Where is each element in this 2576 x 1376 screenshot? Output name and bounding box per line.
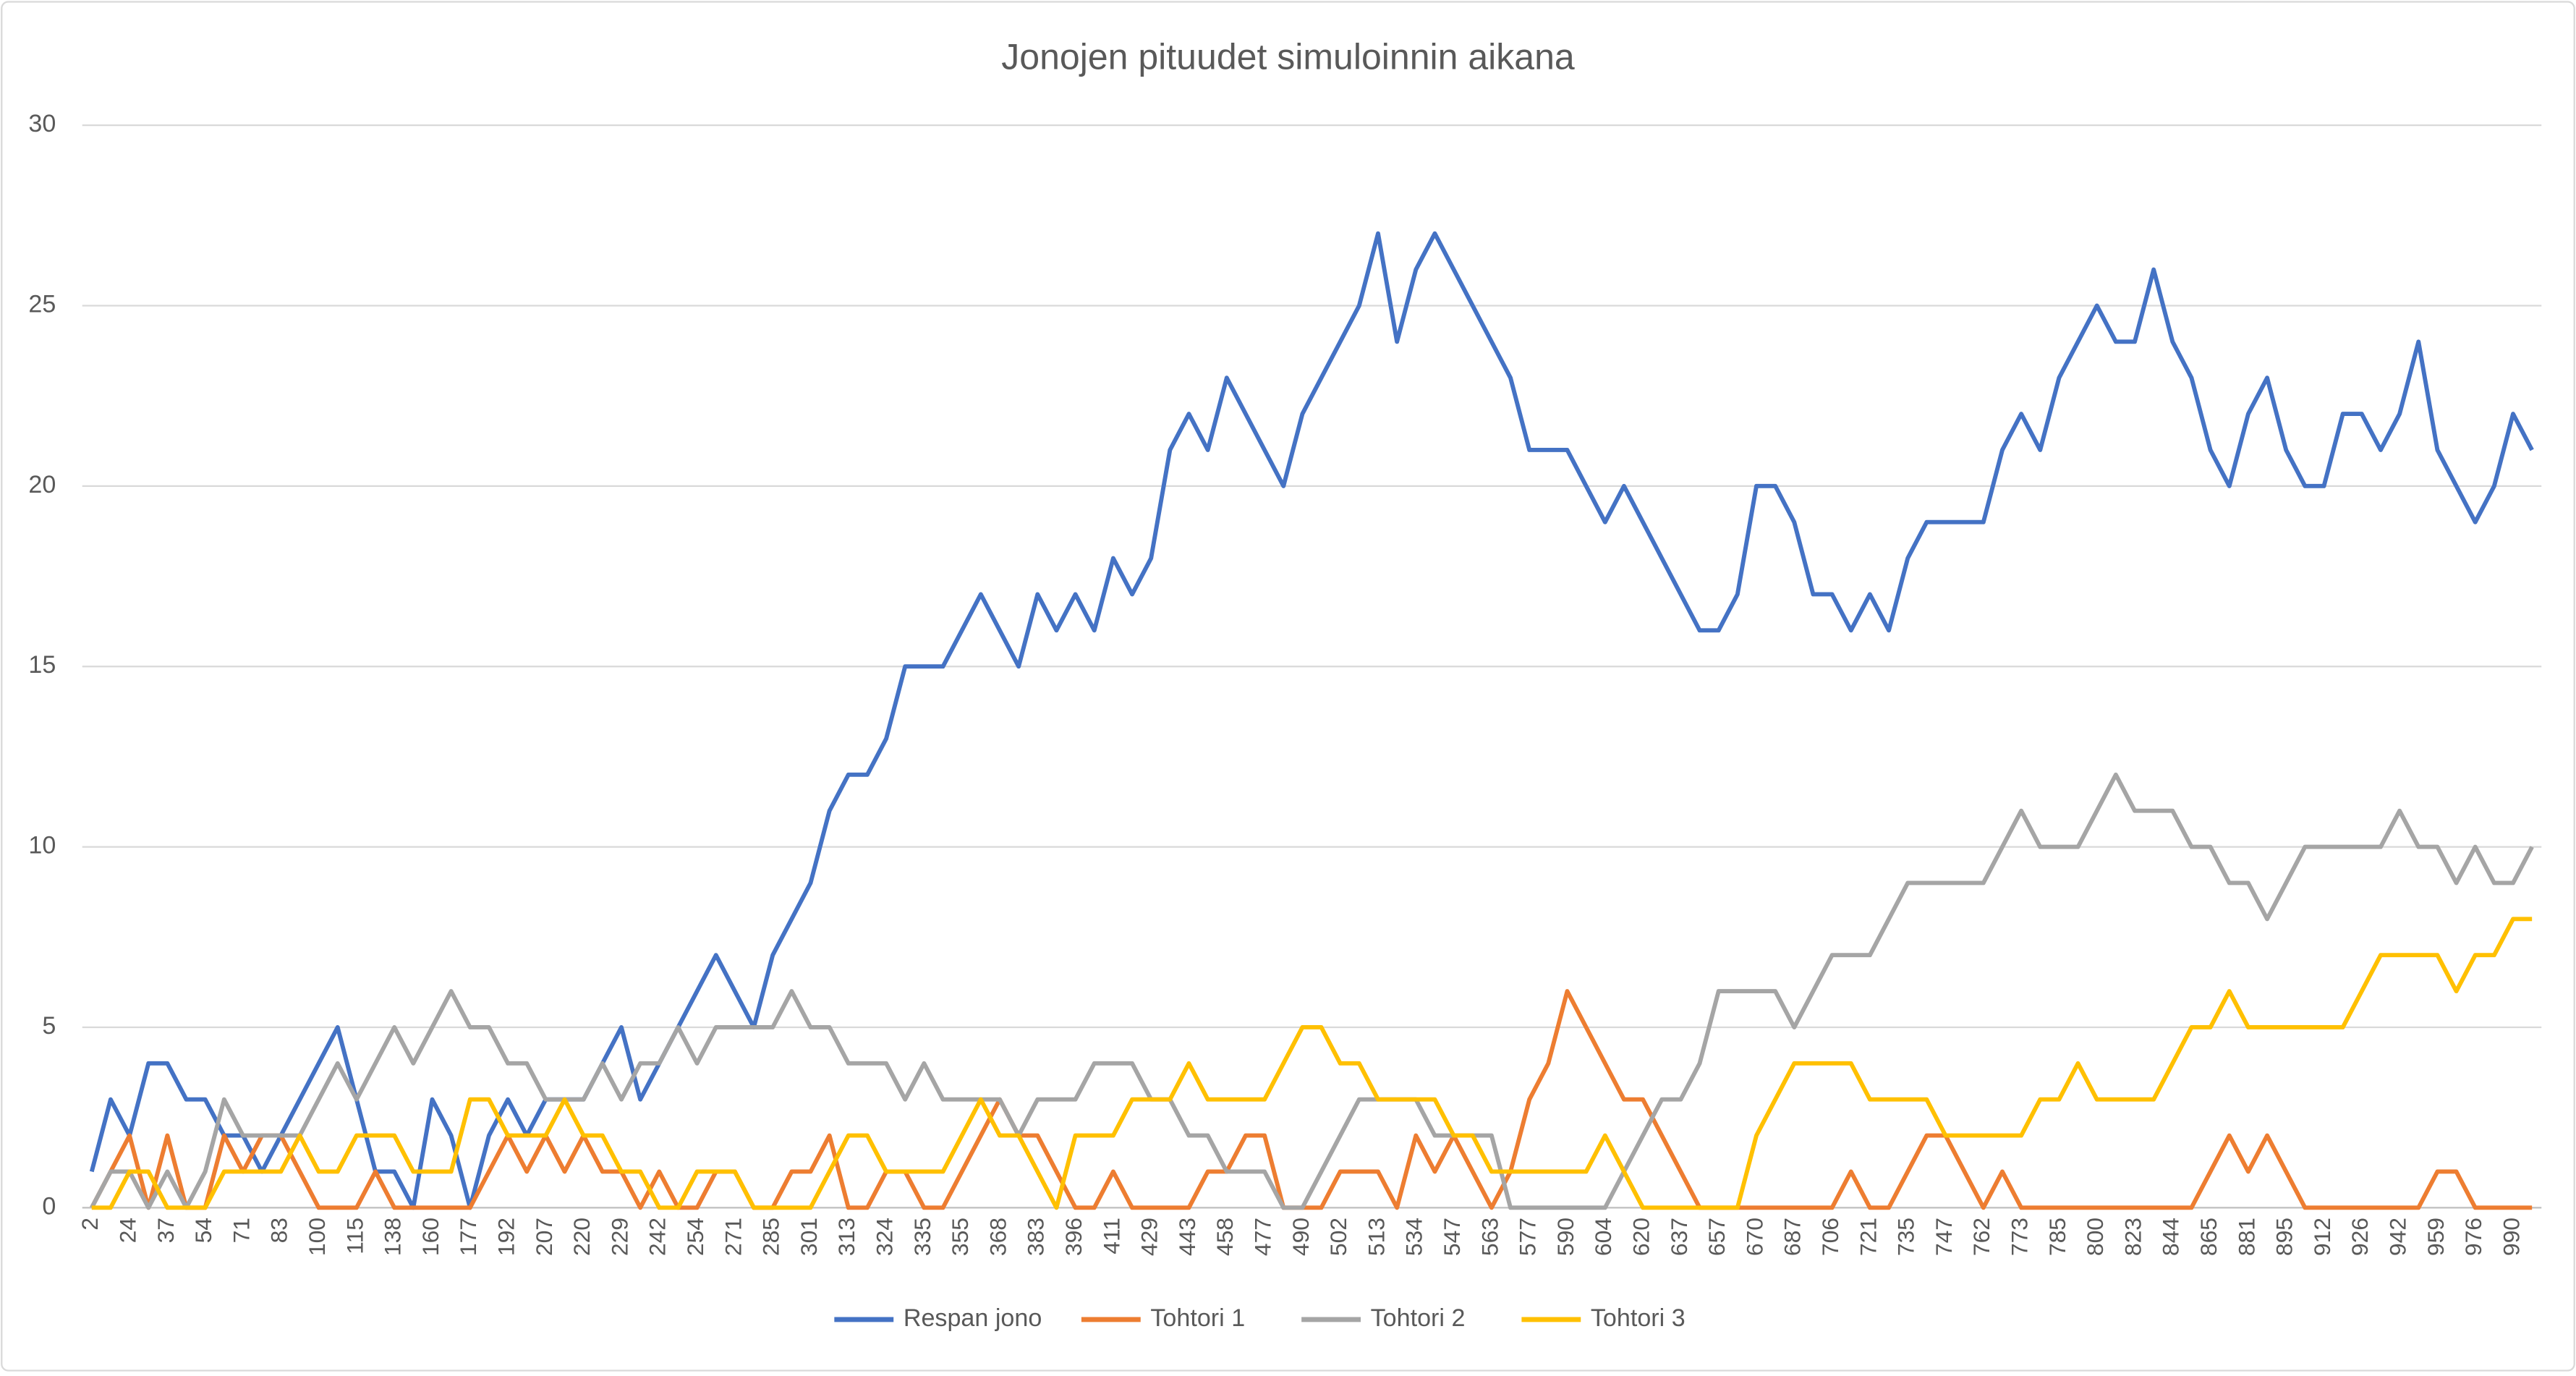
x-tick-label: 383 — [1023, 1218, 1049, 1256]
legend-item: Respan jono — [834, 1304, 1042, 1332]
x-tick-label: 976 — [2460, 1218, 2486, 1256]
x-tick-label: 800 — [2082, 1218, 2108, 1256]
x-tick-label: 335 — [909, 1218, 935, 1256]
y-tick-label: 10 — [28, 832, 56, 859]
x-tick-label: 563 — [1476, 1218, 1502, 1256]
x-tick-label: 477 — [1250, 1218, 1276, 1256]
x-tick-label: 160 — [417, 1218, 443, 1256]
x-tick-label: 138 — [380, 1218, 406, 1256]
x-tick-label: 865 — [2195, 1218, 2222, 1256]
x-tick-label: 254 — [682, 1218, 708, 1256]
legend-label: Tohtori 1 — [1150, 1304, 1245, 1332]
x-tick-label: 301 — [796, 1218, 822, 1256]
x-tick-label: 721 — [1855, 1218, 1881, 1256]
x-tick-label: 324 — [871, 1218, 897, 1256]
x-tick-label: 657 — [1704, 1218, 1730, 1256]
x-tick-label: 285 — [758, 1218, 784, 1256]
x-tick-label: 83 — [266, 1218, 292, 1243]
x-tick-label: 100 — [304, 1218, 330, 1256]
y-tick-label: 25 — [28, 290, 56, 318]
x-tick-label: 577 — [1515, 1218, 1541, 1256]
x-tick-label: 959 — [2423, 1218, 2449, 1256]
legend-item: Tohtori 3 — [1521, 1304, 1686, 1332]
x-tick-label: 513 — [1363, 1218, 1389, 1256]
x-tick-label: 271 — [720, 1218, 746, 1256]
y-tick-label: 30 — [28, 110, 56, 137]
x-tick-label: 24 — [114, 1218, 140, 1243]
x-tick-label: 881 — [2233, 1218, 2259, 1256]
series-line — [90, 989, 2533, 1210]
x-tick-label: 54 — [190, 1218, 216, 1243]
legend-label: Tohtori 2 — [1371, 1304, 1466, 1332]
x-tick-label: 396 — [1060, 1218, 1087, 1256]
x-tick-label: 604 — [1590, 1218, 1616, 1256]
x-tick-label: 926 — [2347, 1218, 2373, 1256]
legend-label: Respan jono — [904, 1304, 1042, 1332]
x-tick-label: 313 — [833, 1218, 859, 1256]
x-tick-label: 207 — [531, 1218, 557, 1256]
x-tick-label: 490 — [1288, 1218, 1314, 1256]
legend-item: Tohtori 2 — [1301, 1304, 1465, 1332]
chart-title: Jonojen pituudet simuloinnin aikana — [1001, 36, 1575, 77]
x-tick-label: 706 — [1817, 1218, 1843, 1256]
series-line — [90, 772, 2534, 1210]
x-tick-label: 844 — [2158, 1218, 2184, 1256]
x-tick-label: 115 — [341, 1218, 367, 1254]
x-tick-label: 534 — [1401, 1218, 1427, 1256]
x-tick-label: 458 — [1212, 1218, 1238, 1256]
series-line — [91, 917, 2533, 1210]
x-tick-label: 942 — [2385, 1218, 2411, 1256]
x-tick-label: 429 — [1136, 1218, 1162, 1256]
y-tick-label: 15 — [28, 651, 56, 679]
x-tick-label: 177 — [455, 1218, 481, 1256]
x-tick-label: 895 — [2271, 1218, 2297, 1256]
x-tick-label: 670 — [1741, 1218, 1767, 1256]
x-tick-label: 229 — [606, 1218, 632, 1256]
x-tick-label: 747 — [1931, 1218, 1957, 1256]
x-tick-label: 687 — [1780, 1218, 1806, 1256]
legend-item: Tohtori 1 — [1081, 1304, 1245, 1332]
x-tick-label: 590 — [1552, 1218, 1578, 1256]
x-tick-label: 735 — [1893, 1218, 1919, 1256]
x-tick-label: 547 — [1439, 1218, 1465, 1256]
x-tick-label: 912 — [2309, 1218, 2335, 1256]
x-tick-label: 990 — [2498, 1218, 2524, 1256]
x-tick-label: 71 — [228, 1218, 254, 1243]
x-tick-label: 37 — [153, 1218, 179, 1243]
x-tick-label: 368 — [985, 1218, 1011, 1256]
x-tick-label: 823 — [2120, 1218, 2146, 1256]
x-tick-label: 762 — [1968, 1218, 1994, 1256]
y-tick-label: 20 — [28, 471, 56, 498]
x-tick-label: 2 — [77, 1218, 103, 1231]
x-tick-label: 242 — [645, 1218, 671, 1256]
x-tick-label: 192 — [493, 1218, 519, 1256]
legend: Respan jono Tohtori 1 Tohtori 2 Tohtori 3 — [834, 1304, 1686, 1332]
x-tick-label: 220 — [569, 1218, 595, 1256]
legend-label: Tohtori 3 — [1591, 1304, 1686, 1332]
x-tick-label: 502 — [1325, 1218, 1351, 1256]
x-tick-label: 411 — [1098, 1218, 1124, 1254]
y-tick-label: 0 — [42, 1192, 56, 1220]
x-tick-label: 443 — [1174, 1218, 1200, 1256]
x-tick-label: 620 — [1628, 1218, 1654, 1256]
x-tick-label: 637 — [1666, 1218, 1692, 1256]
y-tick-label: 5 — [42, 1012, 56, 1040]
x-tick-label: 785 — [2044, 1218, 2070, 1256]
x-tick-label: 355 — [947, 1218, 973, 1256]
x-tick-label: 773 — [2007, 1218, 2033, 1256]
